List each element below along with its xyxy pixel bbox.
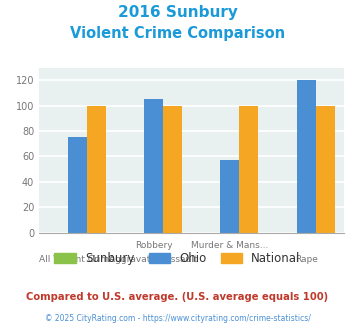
Text: Murder & Mans...: Murder & Mans...	[191, 241, 268, 250]
Bar	[163, 106, 182, 233]
Text: Robbery: Robbery	[135, 241, 172, 250]
Bar	[144, 99, 163, 233]
Text: All Violent Crime: All Violent Crime	[39, 255, 115, 264]
Bar	[68, 138, 87, 233]
Bar	[239, 106, 258, 233]
Bar	[220, 160, 239, 233]
Bar	[297, 80, 316, 233]
Bar	[87, 106, 106, 233]
Text: Aggravated Assault: Aggravated Assault	[109, 255, 198, 264]
Text: Rape: Rape	[295, 255, 318, 264]
Bar	[316, 106, 335, 233]
Text: Violent Crime Comparison: Violent Crime Comparison	[70, 26, 285, 41]
Text: © 2025 CityRating.com - https://www.cityrating.com/crime-statistics/: © 2025 CityRating.com - https://www.city…	[45, 314, 310, 323]
Text: Compared to U.S. average. (U.S. average equals 100): Compared to U.S. average. (U.S. average …	[26, 292, 329, 302]
Legend: Sunbury, Ohio, National: Sunbury, Ohio, National	[50, 247, 305, 270]
Text: 2016 Sunbury: 2016 Sunbury	[118, 5, 237, 20]
